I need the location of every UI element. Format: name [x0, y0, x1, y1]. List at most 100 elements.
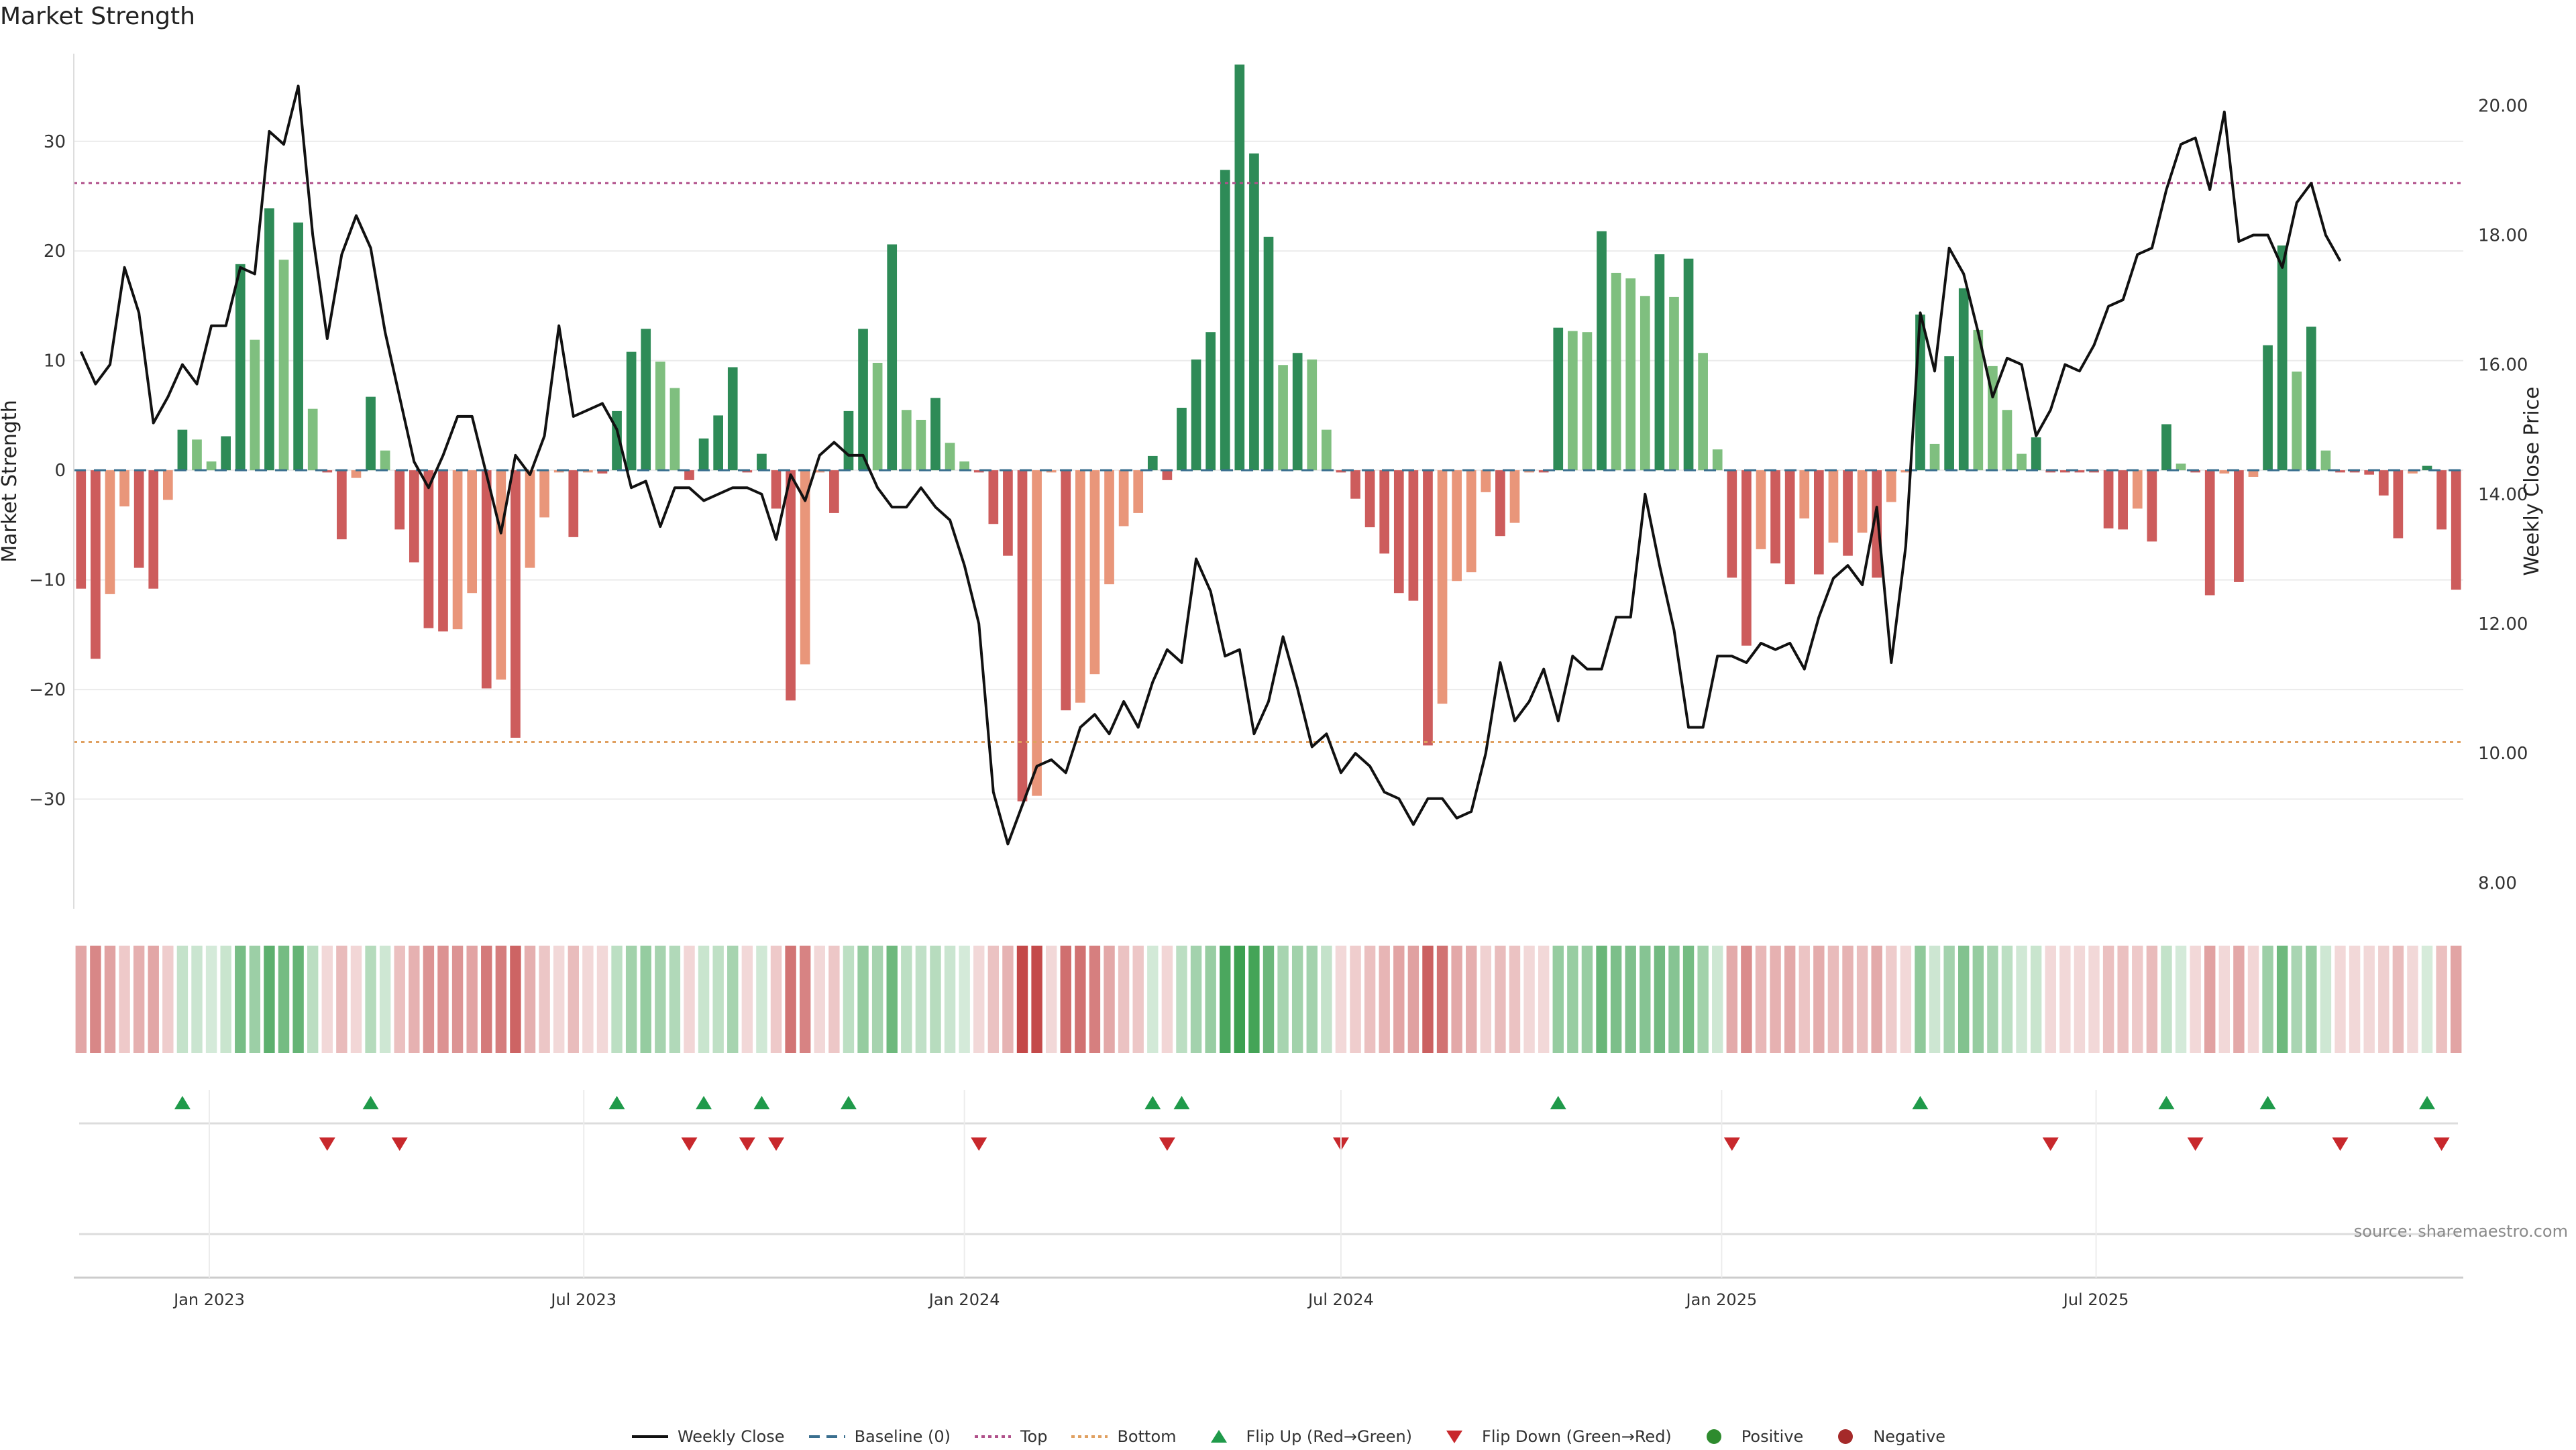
strength-bar: [76, 470, 87, 589]
strength-bar: [2248, 470, 2259, 477]
legend-swatch-top: [974, 1435, 1011, 1438]
strength-bar: [1756, 470, 1766, 549]
x-tick-label: Jan 2025: [1685, 1290, 1758, 1309]
heat-cell: [1379, 946, 1390, 1053]
flip-up-marker: [1550, 1096, 1566, 1109]
heat-cell: [1784, 946, 1796, 1053]
heat-cell: [973, 946, 985, 1053]
legend-swatch-flip_down: [1446, 1431, 1463, 1443]
strength-bar: [1336, 470, 1346, 473]
left-axis-label: Market Strength: [0, 400, 21, 562]
legend-label: Weekly Close: [677, 1427, 785, 1446]
reference-lines: [74, 182, 2463, 744]
strength-bar: [525, 470, 535, 568]
flip-down-marker: [2187, 1137, 2204, 1151]
heat-cell: [625, 946, 637, 1053]
flip-down-marker: [681, 1137, 698, 1151]
strength-bar: [1162, 470, 1173, 480]
legend-item-close: Weekly Close: [631, 1427, 785, 1447]
strength-bar: [496, 470, 506, 680]
strength-bar: [973, 470, 984, 473]
strength-bar: [1220, 170, 1230, 471]
strength-bar: [1553, 327, 1564, 471]
strength-bar: [2147, 470, 2157, 542]
strength-bar: [162, 470, 173, 500]
heat-cell: [176, 946, 189, 1053]
strength-bar: [1249, 153, 1259, 471]
flip-markers: [79, 1096, 2458, 1235]
strength-bar: [1278, 365, 1288, 471]
flip-up-marker: [753, 1096, 770, 1109]
strength-bar: [988, 470, 999, 524]
left-tick-label: 20: [44, 241, 66, 262]
strength-bar: [872, 362, 883, 471]
strength-bar: [1872, 470, 1882, 578]
right-tick-label: 18.00: [2478, 225, 2528, 245]
heat-cell: [741, 946, 753, 1053]
legend-swatch-bottom: [1071, 1435, 1108, 1438]
strength-bar: [2422, 465, 2432, 471]
strength-bar: [192, 439, 202, 471]
heat-cell: [119, 946, 130, 1053]
heat-cell: [2117, 946, 2129, 1053]
heat-cell: [1856, 946, 1868, 1053]
strength-bar: [901, 410, 912, 471]
strength-bar: [2219, 470, 2230, 474]
heat-cell: [2161, 946, 2172, 1053]
strength-bar: [1886, 470, 1896, 502]
strength-bar: [235, 264, 246, 471]
heat-cell: [162, 946, 174, 1053]
x-tick-label: Jan 2023: [172, 1290, 245, 1309]
flip-down-marker: [768, 1137, 785, 1151]
heat-cell: [785, 946, 796, 1053]
x-tick-label: Jan 2024: [928, 1290, 1000, 1309]
heat-cell: [510, 946, 521, 1053]
heat-cell: [1871, 946, 1882, 1053]
heat-cell: [148, 946, 159, 1053]
heat-cell: [1596, 946, 1607, 1053]
heat-cell: [423, 946, 435, 1053]
strength-bar: [597, 470, 608, 474]
right-tick-label: 10.00: [2478, 744, 2528, 764]
left-tick-label: 30: [44, 132, 66, 152]
heat-cell: [2291, 946, 2302, 1053]
legend-label: Flip Up (Red→Green): [1246, 1427, 1413, 1446]
heat-cell: [1915, 946, 1926, 1053]
flip-down-marker: [2042, 1137, 2059, 1151]
strength-bar: [2364, 470, 2375, 475]
heat-cell: [1509, 946, 1521, 1053]
strength-bar: [337, 470, 347, 540]
strength-bar: [945, 443, 955, 471]
heat-cell: [1943, 946, 1955, 1053]
heat-cell: [1263, 946, 1275, 1053]
heat-cell: [2276, 946, 2288, 1053]
strength-bar: [438, 470, 448, 632]
heat-cell: [1958, 946, 1970, 1053]
strength-bar: [1741, 470, 1752, 646]
heat-cell: [655, 946, 666, 1053]
left-tick-label: 0: [54, 461, 66, 481]
strength-bar: [1654, 254, 1665, 471]
heat-cell: [727, 946, 739, 1053]
flip-up-marker: [2419, 1096, 2436, 1109]
heat-cell: [1567, 946, 1578, 1053]
legend-item-top: Top: [973, 1427, 1047, 1447]
flip-up-marker: [2259, 1096, 2276, 1109]
flip-up-marker: [1144, 1096, 1161, 1109]
strength-bar: [814, 470, 825, 473]
flip-down-marker: [971, 1137, 987, 1151]
strength-bar: [2292, 372, 2302, 471]
heat-cell: [1466, 946, 1477, 1053]
heat-cell: [611, 946, 623, 1053]
heat-cell: [2363, 946, 2375, 1053]
strength-bar: [2103, 470, 2114, 528]
strength-bar: [2408, 470, 2418, 474]
strength-bar: [2277, 245, 2288, 471]
strength-bar: [1466, 470, 1477, 573]
strength-bar: [1003, 470, 1013, 556]
heat-cell: [596, 946, 608, 1053]
left-tick-label: −30: [29, 790, 66, 810]
heat-cell: [2074, 946, 2086, 1053]
strength-bar: [409, 470, 419, 563]
strength-bar: [2349, 470, 2360, 473]
